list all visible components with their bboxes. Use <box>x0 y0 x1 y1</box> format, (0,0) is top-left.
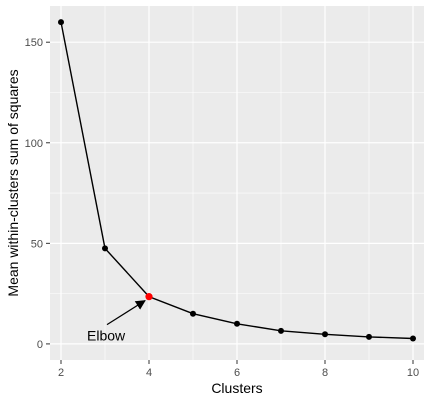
elbow-annotation: Elbow <box>87 300 146 344</box>
major-gridlines <box>50 6 424 360</box>
x-tick-label: 4 <box>146 367 152 379</box>
x-tick-label: 10 <box>407 367 419 379</box>
y-tick-label: 100 <box>25 138 43 150</box>
axis-ticks <box>46 41 414 364</box>
y-axis-title: Mean within-clusters sum of squares <box>5 69 21 296</box>
x-axis-title: Clusters <box>211 380 262 396</box>
y-tick-labels: 0 50 100 150 <box>25 37 43 351</box>
data-point <box>322 331 328 338</box>
y-tick-label: 150 <box>25 37 43 49</box>
data-point <box>58 19 64 26</box>
x-tick-labels: 2 4 6 8 10 <box>58 367 419 379</box>
x-tick-label: 2 <box>58 367 64 379</box>
data-points <box>58 19 416 342</box>
elbow-arrow <box>106 300 146 326</box>
y-tick-label: 0 <box>37 339 43 351</box>
data-point <box>234 320 240 327</box>
data-point <box>190 310 196 317</box>
data-point <box>102 245 108 252</box>
elbow-label: Elbow <box>87 328 126 344</box>
data-point <box>410 335 416 342</box>
highlight-point <box>145 293 153 301</box>
data-point <box>278 327 284 334</box>
data-point <box>366 333 372 340</box>
y-tick-label: 50 <box>31 238 43 250</box>
x-tick-label: 8 <box>322 367 328 379</box>
x-tick-label: 6 <box>234 367 240 379</box>
